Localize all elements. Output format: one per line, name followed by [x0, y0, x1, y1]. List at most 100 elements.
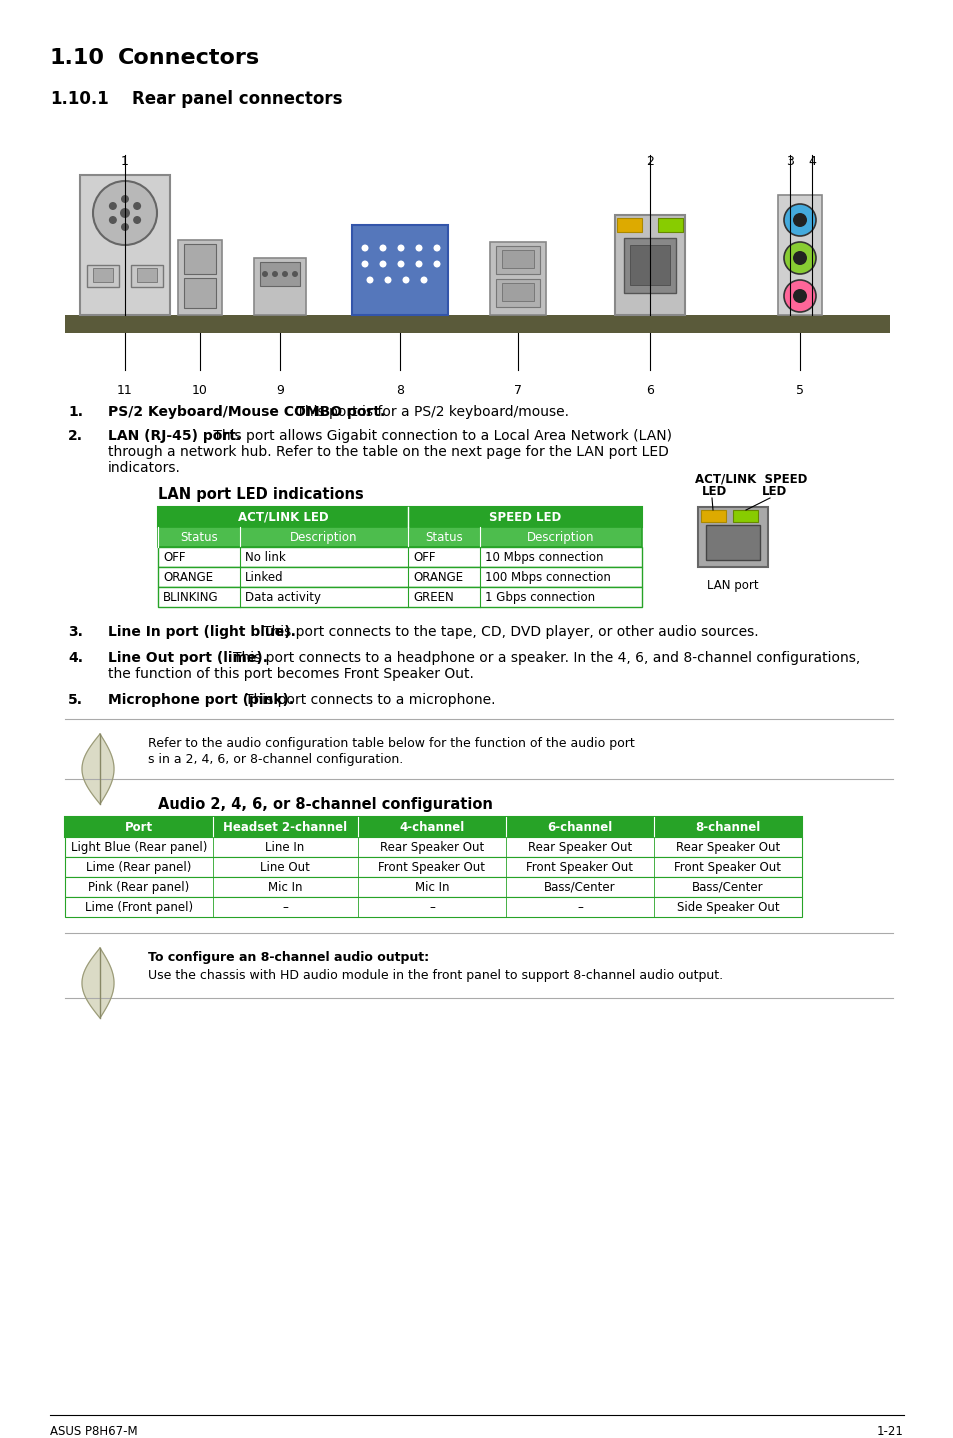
Text: This port connects to a microphone.: This port connects to a microphone. [245, 693, 495, 707]
Bar [778, 196, 821, 315]
Circle shape [121, 223, 129, 232]
Circle shape [783, 242, 815, 275]
Text: 6-channel: 6-channel [547, 821, 612, 834]
Bar [629, 244, 669, 285]
Bar [65, 837, 801, 857]
Circle shape [361, 260, 368, 267]
Circle shape [433, 244, 440, 252]
Text: SPEED LED: SPEED LED [488, 510, 560, 523]
Text: Bass/Center: Bass/Center [543, 881, 616, 894]
Circle shape [366, 276, 374, 283]
Text: Mic In: Mic In [415, 881, 449, 894]
Bar [705, 525, 760, 559]
Bar [617, 219, 641, 232]
Text: LED: LED [761, 485, 786, 498]
Text: Line In port (light blue).: Line In port (light blue). [108, 626, 295, 638]
Text: This port is for a PS/2 keyboard/mouse.: This port is for a PS/2 keyboard/mouse. [293, 406, 569, 418]
Circle shape [92, 181, 157, 244]
Text: the function of this port becomes Front Speaker Out.: the function of this port becomes Front … [108, 667, 474, 682]
Text: Pink (Rear panel): Pink (Rear panel) [89, 881, 190, 894]
Text: This port connects to the tape, CD, DVD player, or other audio sources.: This port connects to the tape, CD, DVD … [262, 626, 758, 638]
Bar [501, 250, 534, 267]
Text: Rear Speaker Out: Rear Speaker Out [527, 841, 632, 854]
Bar [80, 175, 170, 315]
Text: Refer to the audio configuration table below for the function of the audio port: Refer to the audio configuration table b… [148, 738, 634, 751]
Text: PS/2 Keyboard/Mouse COMBO port.: PS/2 Keyboard/Mouse COMBO port. [108, 406, 385, 418]
Text: ORANGE: ORANGE [413, 571, 462, 584]
Text: Connectors: Connectors [118, 47, 260, 68]
Circle shape [361, 244, 368, 252]
Text: 4: 4 [807, 155, 815, 168]
Bar [615, 216, 684, 315]
Bar [184, 278, 215, 308]
Text: Status: Status [425, 531, 462, 544]
Text: 2.: 2. [68, 429, 83, 443]
Text: 4.: 4. [68, 651, 83, 664]
Bar [732, 510, 758, 522]
Text: 1.10.1: 1.10.1 [50, 91, 109, 108]
Bar [184, 244, 215, 275]
Circle shape [109, 216, 117, 224]
Polygon shape [82, 948, 113, 1018]
Circle shape [379, 244, 386, 252]
Bar [158, 526, 641, 546]
Text: Status: Status [180, 531, 217, 544]
Polygon shape [82, 733, 113, 804]
Text: Line Out: Line Out [260, 861, 310, 874]
Text: 7: 7 [514, 384, 521, 397]
Text: Rear panel connectors: Rear panel connectors [132, 91, 342, 108]
Text: 8: 8 [395, 384, 403, 397]
Text: 1 Gbps connection: 1 Gbps connection [484, 591, 595, 604]
Text: Front Speaker Out: Front Speaker Out [526, 861, 633, 874]
Text: 1: 1 [121, 155, 129, 168]
Bar [65, 857, 801, 877]
Text: This port allows Gigabit connection to a Local Area Network (LAN): This port allows Gigabit connection to a… [209, 429, 672, 443]
Bar [137, 267, 157, 282]
Circle shape [792, 289, 806, 303]
Bar [260, 262, 299, 286]
Text: Description: Description [290, 531, 357, 544]
Text: ACT/LINK LED: ACT/LINK LED [237, 510, 328, 523]
Bar [87, 265, 119, 288]
Text: 3.: 3. [68, 626, 83, 638]
Text: 4-channel: 4-channel [399, 821, 464, 834]
Text: LAN port LED indications: LAN port LED indications [158, 487, 363, 502]
Text: 1.: 1. [68, 406, 83, 418]
Text: Side Speaker Out: Side Speaker Out [676, 902, 779, 915]
Text: 10: 10 [192, 384, 208, 397]
Text: 11: 11 [117, 384, 132, 397]
Text: 9: 9 [275, 384, 284, 397]
Text: 8-channel: 8-channel [695, 821, 760, 834]
Text: Microphone port (pink).: Microphone port (pink). [108, 693, 294, 707]
Circle shape [416, 260, 422, 267]
Bar [253, 257, 306, 315]
Text: Front Speaker Out: Front Speaker Out [674, 861, 781, 874]
Text: through a network hub. Refer to the table on the next page for the LAN port LED: through a network hub. Refer to the tabl… [108, 444, 668, 459]
Bar [700, 510, 725, 522]
Circle shape [783, 204, 815, 236]
Circle shape [292, 270, 297, 278]
Bar [158, 567, 641, 587]
Text: 2: 2 [645, 155, 653, 168]
Bar [698, 508, 767, 567]
Text: 100 Mbps connection: 100 Mbps connection [484, 571, 610, 584]
Text: OFF: OFF [413, 551, 435, 564]
Text: Use the chassis with HD audio module in the front panel to support 8-channel aud: Use the chassis with HD audio module in … [148, 969, 722, 982]
Circle shape [416, 244, 422, 252]
Text: s in a 2, 4, 6, or 8-channel configuration.: s in a 2, 4, 6, or 8-channel configurati… [148, 754, 403, 766]
Text: LED: LED [701, 485, 726, 498]
Text: LAN port: LAN port [706, 580, 758, 592]
Bar [65, 315, 889, 334]
Text: –: – [429, 902, 435, 915]
Text: Line In: Line In [265, 841, 304, 854]
Circle shape [120, 209, 130, 219]
Text: –: – [577, 902, 582, 915]
Circle shape [133, 216, 141, 224]
Text: No link: No link [245, 551, 286, 564]
Circle shape [379, 260, 386, 267]
Circle shape [397, 260, 404, 267]
Text: Rear Speaker Out: Rear Speaker Out [379, 841, 483, 854]
Text: Lime (Rear panel): Lime (Rear panel) [86, 861, 192, 874]
Text: OFF: OFF [163, 551, 185, 564]
Circle shape [109, 201, 117, 210]
